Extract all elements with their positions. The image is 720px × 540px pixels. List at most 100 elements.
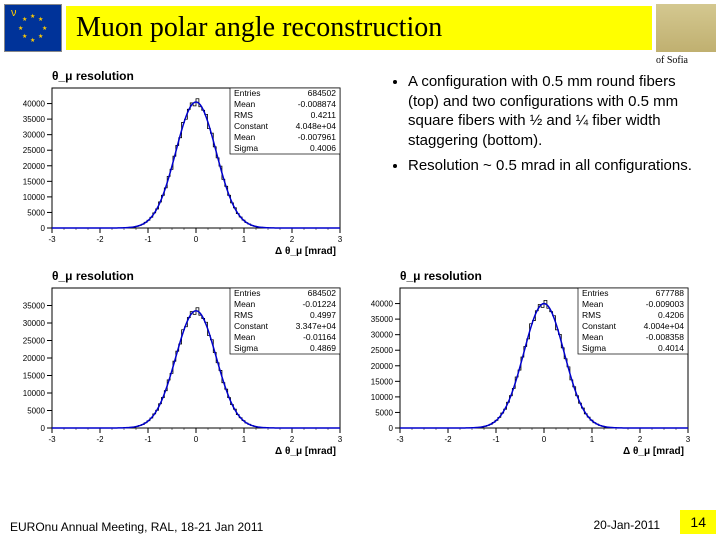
svg-text:-3: -3 — [396, 435, 404, 444]
svg-text:40000: 40000 — [23, 100, 46, 109]
slide-content: A configuration with 0.5 mm round fibers… — [0, 56, 720, 496]
chart-top: θ_μ resolution-3-2-10123Δ θ_μ [mrad]0500… — [6, 66, 346, 258]
svg-text:15000: 15000 — [23, 177, 46, 186]
svg-text:3.347e+04: 3.347e+04 — [296, 321, 337, 331]
svg-text:0.4997: 0.4997 — [310, 310, 336, 320]
chart-bottom-right: θ_μ resolution-3-2-10123Δ θ_μ [mrad]0500… — [354, 266, 694, 458]
svg-text:2: 2 — [290, 435, 295, 444]
svg-text:Mean: Mean — [582, 299, 604, 309]
svg-text:20000: 20000 — [23, 354, 46, 363]
svg-text:2: 2 — [290, 235, 295, 244]
chart-bottom-left: θ_μ resolution-3-2-10123Δ θ_μ [mrad]0500… — [6, 266, 346, 458]
svg-text:RMS: RMS — [234, 310, 253, 320]
svg-text:Mean: Mean — [234, 99, 256, 109]
svg-text:-3: -3 — [48, 235, 56, 244]
bullet-list: A configuration with 0.5 mm round fibers… — [390, 72, 700, 182]
svg-text:35000: 35000 — [371, 315, 394, 324]
slide-footer: EUROnu Annual Meeting, RAL, 18-21 Jan 20… — [0, 520, 720, 534]
svg-text:Mean: Mean — [234, 332, 256, 342]
svg-text:4.004e+04: 4.004e+04 — [644, 321, 685, 331]
svg-text:0: 0 — [542, 435, 547, 444]
svg-text:θ_μ resolution: θ_μ resolution — [52, 69, 134, 83]
svg-text:0: 0 — [194, 435, 199, 444]
nu-symbol: ν — [11, 7, 17, 19]
svg-text:25000: 25000 — [371, 346, 394, 355]
svg-text:RMS: RMS — [234, 110, 253, 120]
footer-date: 20-Jan-2011 — [594, 518, 661, 532]
svg-text:35000: 35000 — [23, 115, 46, 124]
chart-bl-svg: θ_μ resolution-3-2-10123Δ θ_μ [mrad]0500… — [6, 266, 346, 458]
svg-text:0.4211: 0.4211 — [311, 110, 337, 120]
svg-text:0: 0 — [389, 424, 394, 433]
svg-text:10000: 10000 — [371, 393, 394, 402]
svg-text:-0.008874: -0.008874 — [298, 99, 337, 109]
svg-text:15000: 15000 — [23, 372, 46, 381]
svg-text:0: 0 — [41, 224, 46, 233]
svg-text:θ_μ resolution: θ_μ resolution — [52, 269, 134, 283]
svg-text:Constant: Constant — [234, 321, 269, 331]
footer-page-number: 14 — [680, 510, 716, 534]
svg-text:-2: -2 — [96, 435, 104, 444]
svg-text:RMS: RMS — [582, 310, 601, 320]
svg-text:-0.008358: -0.008358 — [646, 332, 685, 342]
svg-text:30000: 30000 — [23, 319, 46, 328]
svg-text:Mean: Mean — [582, 332, 604, 342]
svg-text:15000: 15000 — [371, 377, 394, 386]
chart-top-svg: θ_μ resolution-3-2-10123Δ θ_μ [mrad]0500… — [6, 66, 346, 258]
bullet-item: Resolution ~ 0.5 mrad in all configurati… — [408, 156, 700, 176]
svg-text:5000: 5000 — [27, 208, 45, 217]
svg-text:Mean: Mean — [234, 299, 256, 309]
svg-text:-1: -1 — [144, 435, 152, 444]
svg-text:Entries: Entries — [582, 288, 608, 298]
svg-text:2: 2 — [638, 435, 643, 444]
svg-text:3: 3 — [686, 435, 691, 444]
svg-text:Δ θ_μ [mrad]: Δ θ_μ [mrad] — [275, 446, 336, 457]
svg-text:1: 1 — [242, 235, 247, 244]
svg-text:0.4014: 0.4014 — [658, 343, 684, 353]
svg-text:0.4006: 0.4006 — [310, 143, 336, 153]
svg-text:-1: -1 — [492, 435, 500, 444]
svg-text:30000: 30000 — [371, 331, 394, 340]
slide-header: ν ★ ★ ★ ★ ★ ★ ★ ★ Muon polar angle recon… — [0, 0, 720, 56]
svg-text:684502: 684502 — [308, 88, 337, 98]
svg-text:684502: 684502 — [308, 288, 337, 298]
svg-text:Constant: Constant — [234, 121, 269, 131]
svg-text:677788: 677788 — [656, 288, 685, 298]
svg-text:3: 3 — [338, 435, 343, 444]
svg-text:-0.01164: -0.01164 — [303, 332, 336, 342]
svg-text:Sigma: Sigma — [234, 343, 258, 353]
svg-text:20000: 20000 — [371, 362, 394, 371]
svg-text:40000: 40000 — [371, 300, 394, 309]
svg-text:0.4206: 0.4206 — [658, 310, 684, 320]
svg-text:30000: 30000 — [23, 131, 46, 140]
svg-text:25000: 25000 — [23, 146, 46, 155]
slide-title: Muon polar angle reconstruction — [66, 6, 652, 50]
svg-text:0: 0 — [41, 424, 46, 433]
svg-text:1: 1 — [242, 435, 247, 444]
svg-text:-0.007961: -0.007961 — [298, 132, 337, 142]
svg-text:-1: -1 — [144, 235, 152, 244]
university-logo — [656, 4, 716, 52]
eu-flag-logo: ν ★ ★ ★ ★ ★ ★ ★ ★ — [4, 4, 62, 52]
footer-meeting: EUROnu Annual Meeting, RAL, 18-21 Jan 20… — [10, 520, 263, 534]
svg-text:-2: -2 — [444, 435, 452, 444]
svg-text:5000: 5000 — [27, 407, 45, 416]
svg-text:20000: 20000 — [23, 162, 46, 171]
svg-text:Constant: Constant — [582, 321, 617, 331]
svg-text:Sigma: Sigma — [582, 343, 606, 353]
svg-text:θ_μ resolution: θ_μ resolution — [400, 269, 482, 283]
svg-text:3: 3 — [338, 235, 343, 244]
svg-text:Mean: Mean — [234, 132, 256, 142]
bullet-item: A configuration with 0.5 mm round fibers… — [408, 72, 700, 150]
svg-text:Entries: Entries — [234, 88, 260, 98]
svg-text:25000: 25000 — [23, 337, 46, 346]
svg-text:-0.009003: -0.009003 — [646, 299, 685, 309]
eu-stars: ★ ★ ★ ★ ★ ★ ★ ★ — [18, 13, 48, 43]
svg-text:35000: 35000 — [23, 302, 46, 311]
svg-text:Δ θ_μ [mrad]: Δ θ_μ [mrad] — [623, 446, 684, 457]
svg-text:5000: 5000 — [375, 408, 393, 417]
svg-text:10000: 10000 — [23, 193, 46, 202]
svg-text:0: 0 — [194, 235, 199, 244]
chart-br-svg: θ_μ resolution-3-2-10123Δ θ_μ [mrad]0500… — [354, 266, 694, 458]
svg-text:-0.01224: -0.01224 — [302, 299, 336, 309]
